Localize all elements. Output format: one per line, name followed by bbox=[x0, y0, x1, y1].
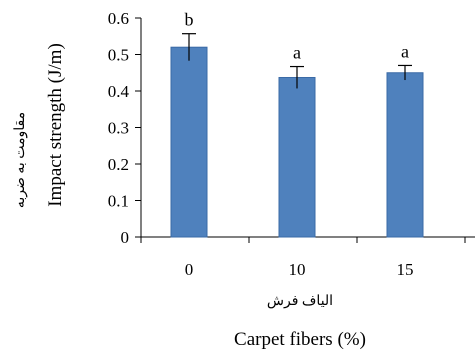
y-tick-label: 0.6 bbox=[108, 9, 129, 28]
x-axis-title: Carpet fibers (%) bbox=[234, 329, 366, 350]
bar bbox=[170, 46, 208, 238]
y-tick-label: 0 bbox=[121, 228, 130, 247]
y-tick-label: 0.5 bbox=[108, 46, 129, 65]
x-tick-label: 10 bbox=[289, 260, 306, 279]
y-tick-label: 0.4 bbox=[108, 82, 130, 101]
x-axis-title-fa: الیاف فرش bbox=[267, 294, 333, 309]
y-tick-label: 0.3 bbox=[108, 119, 129, 138]
x-tick-label: 15 bbox=[397, 260, 414, 279]
y-axis-title-fa-group: مقاومت به ضربه bbox=[13, 112, 28, 208]
significance-letter: a bbox=[293, 43, 301, 63]
significance-letter: b bbox=[185, 10, 194, 30]
y-axis-title-group: Impact strength (J/m) bbox=[45, 43, 66, 207]
y-tick-label: 0.2 bbox=[108, 155, 129, 174]
y-axis-title-fa: مقاومت به ضربه bbox=[13, 112, 28, 208]
y-axis-title: Impact strength (J/m) bbox=[45, 43, 66, 207]
y-tick-label: 0.1 bbox=[108, 192, 129, 211]
bar bbox=[386, 72, 424, 238]
plot-area: 00.10.20.30.40.50.6b0a10a15b20 bbox=[108, 9, 475, 279]
significance-letter: a bbox=[401, 41, 409, 61]
bar bbox=[278, 76, 316, 238]
x-tick-label: 0 bbox=[185, 260, 194, 279]
